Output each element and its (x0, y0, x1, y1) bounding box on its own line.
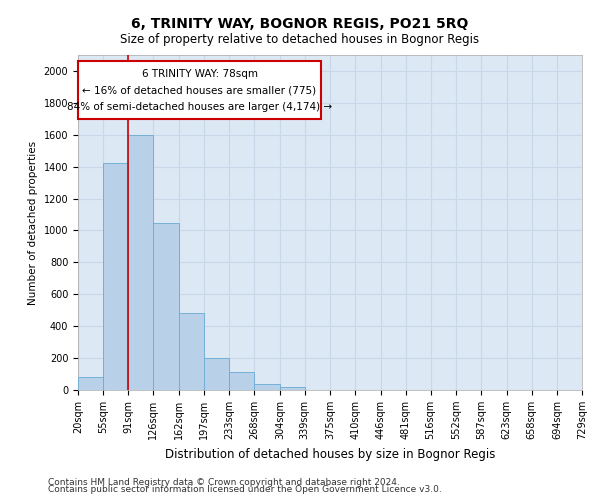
Text: 84% of semi-detached houses are larger (4,174) →: 84% of semi-detached houses are larger (… (67, 102, 332, 113)
Text: Size of property relative to detached houses in Bognor Regis: Size of property relative to detached ho… (121, 32, 479, 46)
Bar (204, 358, 229, 390)
Bar (78, 377, 103, 390)
Text: Contains HM Land Registry data © Crown copyright and database right 2024.: Contains HM Land Registry data © Crown c… (48, 478, 400, 487)
Y-axis label: Number of detached properties: Number of detached properties (28, 140, 38, 304)
Bar (280, 387, 305, 390)
FancyBboxPatch shape (78, 62, 321, 119)
Bar (254, 384, 280, 390)
Bar (103, 164, 128, 390)
Text: 6 TRINITY WAY: 78sqm: 6 TRINITY WAY: 78sqm (142, 69, 257, 79)
Bar (154, 222, 179, 390)
Bar (179, 314, 204, 390)
Bar (229, 372, 254, 390)
Text: ← 16% of detached houses are smaller (775): ← 16% of detached houses are smaller (77… (82, 85, 317, 95)
Bar (128, 135, 154, 390)
Text: 6, TRINITY WAY, BOGNOR REGIS, PO21 5RQ: 6, TRINITY WAY, BOGNOR REGIS, PO21 5RQ (131, 18, 469, 32)
X-axis label: Distribution of detached houses by size in Bognor Regis: Distribution of detached houses by size … (165, 448, 495, 460)
Text: Contains public sector information licensed under the Open Government Licence v3: Contains public sector information licen… (48, 486, 442, 494)
